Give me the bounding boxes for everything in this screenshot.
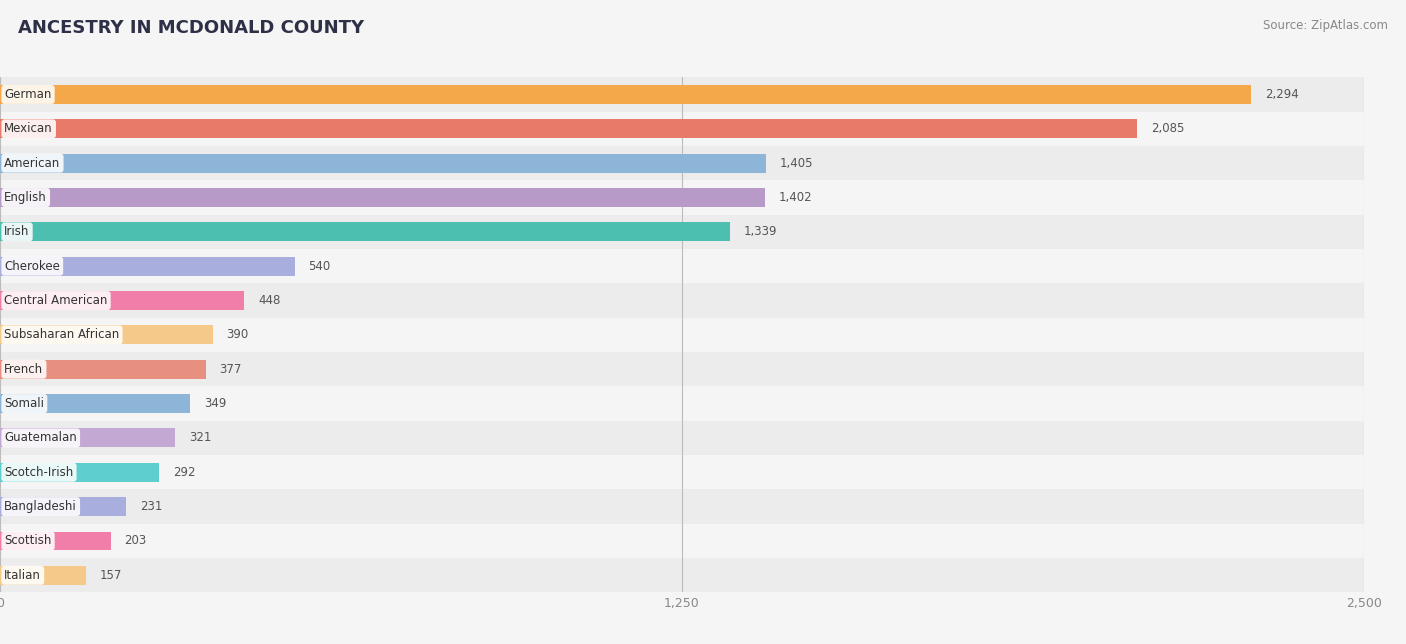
Text: Scotch-Irish: Scotch-Irish [4, 466, 73, 478]
Text: 2,085: 2,085 [1152, 122, 1184, 135]
Bar [0, 77, 1364, 111]
Bar [0, 188, 765, 207]
Text: 2,294: 2,294 [1265, 88, 1299, 101]
Text: 1,339: 1,339 [744, 225, 778, 238]
Bar [0, 325, 212, 345]
Text: Bangladeshi: Bangladeshi [4, 500, 77, 513]
Text: American: American [4, 156, 60, 169]
Text: Guatemalan: Guatemalan [4, 431, 77, 444]
Bar [0, 566, 86, 585]
Text: 390: 390 [226, 328, 249, 341]
Text: English: English [4, 191, 48, 204]
Bar [0, 249, 1364, 283]
Bar [0, 524, 1364, 558]
Bar [0, 257, 295, 276]
Bar [0, 352, 1364, 386]
Bar [0, 180, 1364, 214]
Bar [0, 394, 190, 413]
Bar [0, 291, 245, 310]
Text: 349: 349 [204, 397, 226, 410]
Bar [0, 489, 1364, 524]
Text: Subsaharan African: Subsaharan African [4, 328, 120, 341]
Bar [0, 154, 766, 173]
Bar [0, 283, 1364, 317]
Bar [0, 455, 1364, 489]
Bar [0, 428, 176, 448]
Bar [0, 119, 1137, 138]
Text: Central American: Central American [4, 294, 108, 307]
Bar [0, 531, 111, 551]
Text: 231: 231 [139, 500, 162, 513]
Bar [0, 463, 159, 482]
Bar [0, 214, 1364, 249]
Text: 377: 377 [219, 363, 242, 375]
Bar [0, 111, 1364, 146]
Text: 203: 203 [124, 535, 146, 547]
Text: ANCESTRY IN MCDONALD COUNTY: ANCESTRY IN MCDONALD COUNTY [18, 19, 364, 37]
Text: Mexican: Mexican [4, 122, 53, 135]
Text: Italian: Italian [4, 569, 41, 582]
Bar [0, 558, 1364, 592]
Bar [0, 222, 731, 242]
Text: 448: 448 [259, 294, 280, 307]
Text: German: German [4, 88, 52, 101]
Text: 292: 292 [173, 466, 195, 478]
Text: Somali: Somali [4, 397, 45, 410]
Text: Source: ZipAtlas.com: Source: ZipAtlas.com [1263, 19, 1388, 32]
Text: French: French [4, 363, 44, 375]
Text: 157: 157 [100, 569, 122, 582]
Text: Cherokee: Cherokee [4, 260, 60, 272]
Bar [0, 421, 1364, 455]
Text: 540: 540 [308, 260, 330, 272]
Bar [0, 497, 127, 516]
Bar [0, 146, 1364, 180]
Text: Irish: Irish [4, 225, 30, 238]
Bar [0, 386, 1364, 421]
Bar [0, 360, 205, 379]
Text: Scottish: Scottish [4, 535, 52, 547]
Bar [0, 85, 1251, 104]
Text: 321: 321 [188, 431, 211, 444]
Bar [0, 317, 1364, 352]
Text: 1,405: 1,405 [780, 156, 814, 169]
Text: 1,402: 1,402 [779, 191, 813, 204]
